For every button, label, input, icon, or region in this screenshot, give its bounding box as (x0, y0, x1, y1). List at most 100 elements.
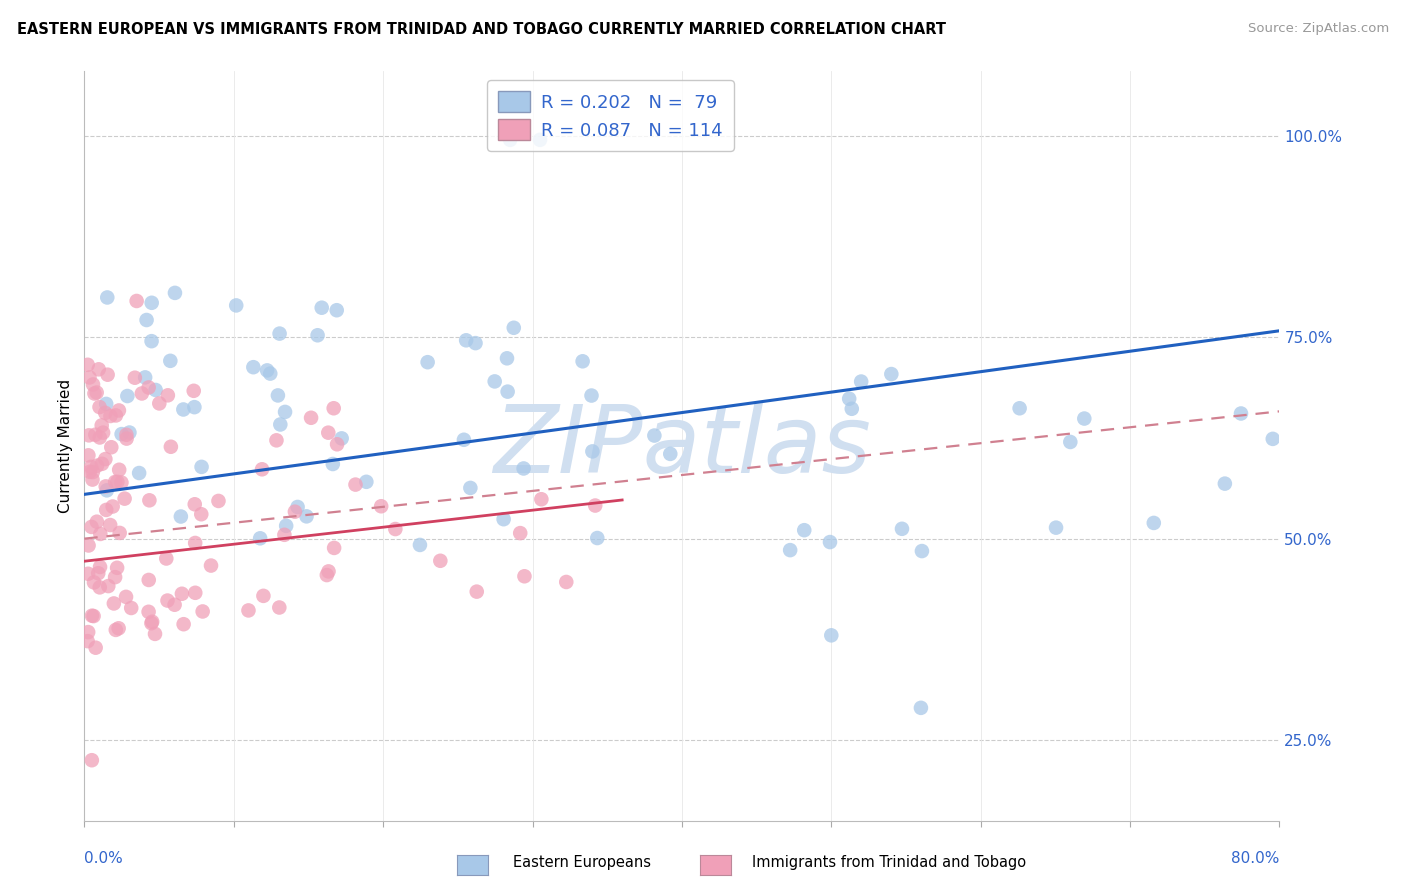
Legend: R = 0.202   N =  79, R = 0.087   N = 114: R = 0.202 N = 79, R = 0.087 N = 114 (486, 80, 734, 151)
Point (269, 326, 291, 341)
Point (108, 525, 131, 540)
Point (416, 355, 439, 369)
Point (105, 561, 128, 575)
Point (238, 603, 260, 617)
Point (1261, 432, 1284, 446)
Point (256, 363, 278, 377)
Point (107, 621, 129, 635)
Point (820, 628, 842, 642)
Point (134, 370, 156, 384)
Point (1045, 521, 1067, 535)
Point (409, 538, 432, 552)
Point (323, 541, 346, 555)
Point (429, 554, 451, 568)
Point (94, 479, 117, 493)
Point (84, 640, 107, 655)
Point (318, 565, 340, 579)
Point (105, 475, 128, 489)
Point (86, 458, 108, 473)
Point (184, 497, 207, 511)
Point (880, 367, 903, 381)
Point (104, 623, 127, 637)
Point (94, 452, 117, 467)
Point (160, 440, 183, 454)
Point (83, 609, 105, 624)
Point (110, 475, 132, 490)
Point (276, 518, 298, 533)
Point (79, 370, 101, 384)
Point (295, 509, 318, 524)
Point (135, 313, 157, 327)
Point (104, 475, 127, 489)
Point (464, 336, 486, 351)
Point (115, 432, 138, 446)
Point (172, 402, 194, 417)
Point (148, 396, 170, 410)
Point (299, 410, 322, 425)
Point (456, 334, 478, 348)
Point (184, 586, 207, 600)
Text: Source: ZipAtlas.com: Source: ZipAtlas.com (1249, 22, 1389, 36)
Point (207, 494, 229, 508)
Point (114, 491, 136, 506)
Point (80, 753, 103, 767)
Point (249, 531, 271, 545)
Point (145, 383, 167, 397)
Point (128, 466, 150, 480)
Point (586, 531, 609, 545)
Point (911, 544, 934, 558)
Point (96, 397, 118, 411)
Point (89, 560, 111, 574)
Point (82, 465, 104, 479)
Point (583, 499, 606, 513)
Point (110, 427, 132, 442)
Point (326, 437, 349, 451)
Point (259, 367, 281, 381)
Point (159, 354, 181, 368)
Point (101, 500, 124, 514)
Point (104, 570, 127, 584)
Point (80, 608, 103, 623)
Point (118, 425, 141, 440)
Point (141, 334, 163, 348)
Point (87, 362, 110, 376)
Point (77, 448, 100, 462)
Point (581, 388, 603, 402)
Text: Immigrants from Trinidad and Tobago: Immigrants from Trinidad and Tobago (752, 855, 1026, 870)
Point (267, 388, 290, 402)
Point (509, 526, 531, 541)
Point (98, 518, 121, 533)
Point (460, 481, 482, 495)
Point (170, 509, 193, 524)
Point (90, 418, 112, 433)
Point (512, 461, 534, 475)
Point (84, 427, 107, 442)
Point (103, 597, 125, 611)
Point (266, 434, 288, 448)
Y-axis label: Currently Married: Currently Married (58, 379, 73, 513)
Point (499, 133, 522, 147)
Point (225, 298, 247, 312)
Text: 80.0%: 80.0% (1232, 851, 1279, 866)
Point (492, 512, 515, 526)
Point (779, 543, 801, 558)
Point (89, 580, 111, 594)
Point (156, 593, 179, 607)
Point (191, 604, 214, 618)
Point (252, 589, 274, 603)
Point (100, 440, 122, 454)
Point (330, 431, 353, 445)
Point (97, 368, 120, 382)
Point (131, 386, 153, 401)
Point (80, 459, 103, 474)
Point (643, 428, 665, 442)
Point (100, 409, 122, 423)
Text: 0.0%: 0.0% (84, 851, 124, 866)
Point (108, 463, 131, 477)
Point (83, 386, 105, 401)
Point (96, 483, 118, 498)
Point (141, 295, 163, 310)
Point (571, 354, 593, 368)
Point (325, 303, 347, 318)
Point (1143, 516, 1166, 530)
